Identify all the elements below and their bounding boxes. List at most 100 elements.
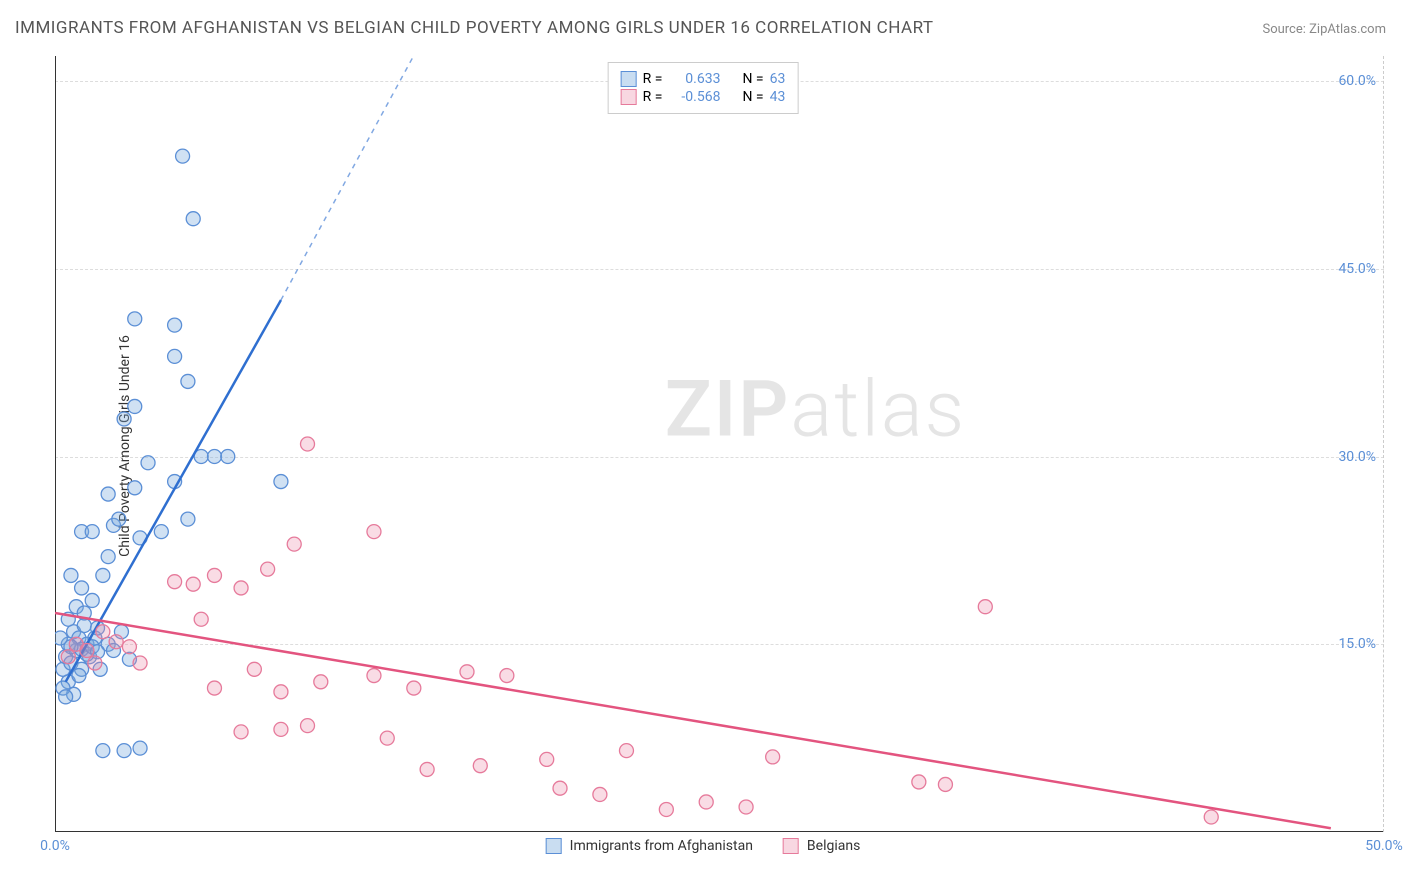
data-point: [181, 374, 195, 388]
data-point: [101, 487, 115, 501]
x-tick-label: 0.0%: [40, 838, 70, 854]
data-point: [55, 631, 67, 645]
data-point: [274, 685, 288, 699]
data-point: [88, 656, 102, 670]
data-point: [168, 318, 182, 332]
data-point: [85, 593, 99, 607]
y-tick-label: 45.0%: [1338, 261, 1376, 277]
data-point: [64, 568, 78, 582]
trend-line: [55, 613, 1331, 828]
data-point: [128, 399, 142, 413]
chart-title: IMMIGRANTS FROM AFGHANISTAN VS BELGIAN C…: [15, 18, 934, 38]
legend-swatch-pink: [783, 838, 799, 854]
data-point: [553, 781, 567, 795]
data-point: [1204, 810, 1218, 824]
legend-swatch-blue: [546, 838, 562, 854]
data-point: [367, 669, 381, 683]
data-point: [619, 744, 633, 758]
data-point: [301, 437, 315, 451]
data-point: [473, 759, 487, 773]
data-point: [460, 665, 474, 679]
legend-row-2: R = -0.568 N = 43: [621, 89, 786, 105]
data-point: [117, 412, 131, 426]
data-point: [117, 744, 131, 758]
data-point: [109, 635, 123, 649]
data-point: [85, 525, 99, 539]
data-point: [247, 662, 261, 676]
data-point: [301, 719, 315, 733]
data-point: [261, 562, 275, 576]
r-label: R =: [643, 89, 663, 105]
data-point: [314, 675, 328, 689]
legend-swatch-blue: [621, 71, 637, 87]
r-value: 0.633: [668, 71, 720, 87]
data-point: [407, 681, 421, 695]
n-value: 63: [770, 71, 786, 87]
r-label: R =: [643, 71, 663, 87]
data-point: [500, 669, 514, 683]
data-point: [141, 456, 155, 470]
y-tick-label: 15.0%: [1338, 636, 1376, 652]
series-legend: Immigrants from Afghanistan Belgians: [538, 836, 869, 856]
data-point: [207, 450, 221, 464]
data-point: [659, 802, 673, 816]
data-point: [168, 349, 182, 363]
data-point: [101, 550, 115, 564]
legend-label: Belgians: [807, 838, 860, 854]
data-point: [207, 681, 221, 695]
data-point: [207, 568, 221, 582]
data-point: [133, 741, 147, 755]
data-point: [766, 750, 780, 764]
data-point: [133, 656, 147, 670]
legend-row-1: R = 0.633 N = 63: [621, 71, 786, 87]
data-point: [540, 752, 554, 766]
data-point: [122, 640, 136, 654]
scatter-plot-svg: [55, 56, 1384, 832]
data-point: [380, 731, 394, 745]
legend-item-belgians: Belgians: [783, 838, 860, 854]
data-point: [154, 525, 168, 539]
y-tick-label: 30.0%: [1338, 449, 1376, 465]
x-tick-label: 50.0%: [1365, 838, 1403, 854]
legend-label: Immigrants from Afghanistan: [570, 838, 753, 854]
data-point: [699, 795, 713, 809]
data-point: [96, 568, 110, 582]
legend-swatch-pink: [621, 89, 637, 105]
data-point: [234, 725, 248, 739]
source-attribution: Source: ZipAtlas.com: [1262, 22, 1386, 37]
y-tick-label: 60.0%: [1338, 73, 1376, 89]
data-point: [96, 625, 110, 639]
data-point: [938, 777, 952, 791]
data-point: [593, 787, 607, 801]
n-label: N =: [742, 89, 763, 105]
data-point: [112, 512, 126, 526]
data-point: [96, 744, 110, 758]
data-point: [61, 650, 75, 664]
data-point: [128, 312, 142, 326]
data-point: [287, 537, 301, 551]
legend-item-afghanistan: Immigrants from Afghanistan: [546, 838, 753, 854]
data-point: [72, 669, 86, 683]
data-point: [186, 577, 200, 591]
r-value: -0.568: [668, 89, 720, 105]
data-point: [80, 644, 94, 658]
data-point: [186, 212, 200, 226]
data-point: [168, 575, 182, 589]
data-point: [59, 690, 73, 704]
data-point: [181, 512, 195, 526]
data-point: [75, 581, 89, 595]
data-point: [367, 525, 381, 539]
data-point: [221, 450, 235, 464]
data-point: [274, 475, 288, 489]
data-point: [420, 762, 434, 776]
data-point: [912, 775, 926, 789]
data-point: [194, 612, 208, 626]
data-point: [739, 800, 753, 814]
data-point: [978, 600, 992, 614]
data-point: [176, 149, 190, 163]
trend-line-extension: [281, 56, 427, 300]
data-point: [128, 481, 142, 495]
n-value: 43: [770, 89, 786, 105]
data-point: [274, 722, 288, 736]
correlation-legend: R = 0.633 N = 63 R = -0.568 N = 43: [608, 62, 799, 114]
